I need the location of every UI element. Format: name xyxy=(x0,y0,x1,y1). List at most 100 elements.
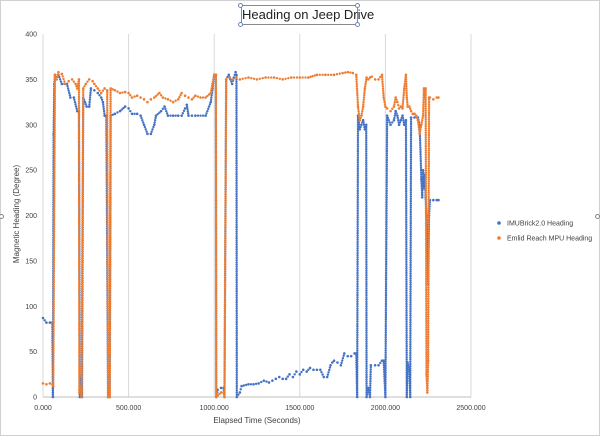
data-point xyxy=(59,80,63,83)
data-point xyxy=(404,73,408,77)
data-point xyxy=(385,185,388,188)
data-point xyxy=(365,329,368,332)
data-point xyxy=(254,382,258,386)
data-point xyxy=(235,214,238,218)
data-point xyxy=(384,278,388,281)
data-point xyxy=(214,208,218,211)
data-point xyxy=(419,155,422,158)
data-point xyxy=(325,375,329,379)
data-point xyxy=(356,267,359,270)
data-point xyxy=(108,248,112,251)
data-point xyxy=(405,388,409,392)
data-point xyxy=(409,169,413,172)
data-point xyxy=(53,73,57,77)
data-point xyxy=(106,146,109,149)
data-point xyxy=(223,347,226,350)
data-point xyxy=(385,138,389,142)
data-point xyxy=(404,194,408,197)
data-point xyxy=(108,261,112,264)
data-point xyxy=(215,362,218,366)
data-point xyxy=(219,391,223,394)
y-tick-label: 200 xyxy=(25,213,37,220)
chart-title-box[interactable]: Heading on Jeep Drive xyxy=(241,5,374,25)
data-point xyxy=(52,237,56,240)
data-point xyxy=(405,94,408,97)
data-point xyxy=(409,136,413,139)
title-handle-br[interactable] xyxy=(355,22,360,27)
data-point xyxy=(409,351,412,355)
data-point xyxy=(224,256,227,260)
chart-handle-right[interactable] xyxy=(595,214,600,219)
data-point xyxy=(365,311,368,315)
data-point xyxy=(106,228,109,231)
data-point xyxy=(365,167,368,171)
data-point xyxy=(53,210,56,213)
data-point xyxy=(409,109,413,113)
data-point xyxy=(223,369,226,372)
data-point xyxy=(224,137,228,141)
data-point xyxy=(223,289,227,293)
data-point xyxy=(214,153,218,156)
data-point xyxy=(419,171,423,174)
data-point xyxy=(424,149,428,152)
data-point xyxy=(109,115,112,119)
data-point xyxy=(109,133,112,136)
data-point xyxy=(106,329,110,332)
chart-handle-left[interactable] xyxy=(0,214,4,219)
data-point xyxy=(224,259,227,262)
data-point xyxy=(224,120,228,123)
data-point xyxy=(235,329,238,333)
data-point xyxy=(264,76,267,79)
data-point xyxy=(401,100,405,103)
data-point xyxy=(196,114,200,117)
data-point xyxy=(427,317,430,320)
data-point xyxy=(356,129,360,133)
data-point xyxy=(384,265,388,268)
data-point xyxy=(405,278,408,281)
data-point xyxy=(365,344,368,348)
data-point xyxy=(120,108,123,111)
data-point xyxy=(214,236,218,240)
title-handle-bl[interactable] xyxy=(238,22,243,27)
data-point xyxy=(214,206,218,209)
data-point xyxy=(80,345,84,348)
data-point xyxy=(235,73,238,77)
data-point xyxy=(81,126,85,130)
data-point xyxy=(356,185,359,188)
data-point xyxy=(384,344,387,348)
data-point xyxy=(421,168,425,172)
data-point xyxy=(109,206,112,209)
data-point xyxy=(275,76,279,80)
data-point xyxy=(427,109,431,112)
data-point xyxy=(399,118,403,122)
data-point xyxy=(427,348,430,351)
data-point xyxy=(424,122,427,126)
data-point xyxy=(80,358,83,361)
data-point xyxy=(365,127,368,131)
data-point xyxy=(305,370,308,373)
data-point xyxy=(77,199,81,202)
data-point xyxy=(427,319,430,323)
data-point xyxy=(106,170,109,174)
data-point xyxy=(106,316,110,319)
data-point xyxy=(409,378,412,381)
data-point xyxy=(405,87,408,90)
data-point xyxy=(409,186,413,190)
data-point xyxy=(405,96,409,99)
data-point xyxy=(385,196,388,199)
data-point xyxy=(366,78,370,81)
data-point xyxy=(206,109,209,113)
data-point xyxy=(48,382,52,385)
data-point xyxy=(424,229,428,232)
data-point xyxy=(106,208,109,211)
title-handle-tr[interactable] xyxy=(355,3,360,8)
data-point xyxy=(52,232,56,235)
data-point xyxy=(80,393,83,396)
data-point xyxy=(425,348,428,352)
data-point xyxy=(346,354,350,358)
data-point xyxy=(81,188,84,192)
data-point xyxy=(80,303,84,306)
data-point xyxy=(235,190,238,193)
title-handle-tl[interactable] xyxy=(238,3,243,8)
